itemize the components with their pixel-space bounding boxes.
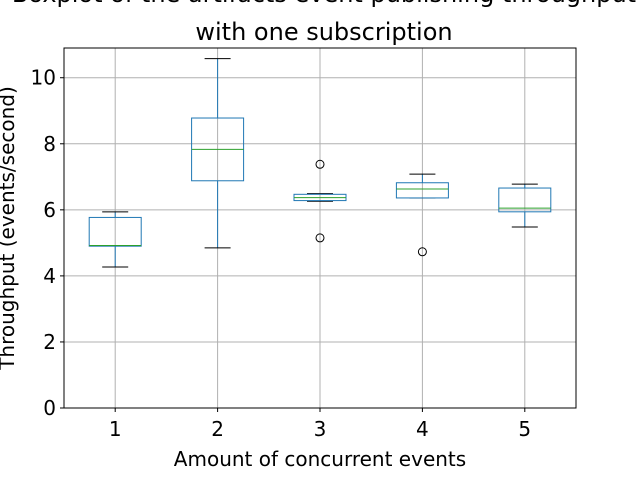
outlier-point bbox=[315, 159, 325, 169]
box-group-1 bbox=[88, 211, 142, 268]
y-tick-label: 4 bbox=[43, 264, 56, 288]
boxplot-series bbox=[88, 58, 552, 268]
y-tick-label: 0 bbox=[43, 396, 56, 420]
chart-title-line-1: Boxplot of the artifacts event publishin… bbox=[12, 0, 636, 8]
x-tick-label: 3 bbox=[314, 417, 327, 441]
x-tick-label: 1 bbox=[109, 417, 122, 441]
box-group-4 bbox=[395, 173, 449, 257]
y-tick-label: 10 bbox=[31, 66, 56, 90]
iqr-box bbox=[88, 216, 142, 247]
x-tick-label: 2 bbox=[211, 417, 224, 441]
y-tick-label: 6 bbox=[43, 198, 56, 222]
iqr-box bbox=[395, 182, 449, 199]
y-tick-label: 8 bbox=[43, 132, 56, 156]
x-tick-label: 5 bbox=[518, 417, 531, 441]
outlier-point bbox=[315, 233, 325, 243]
box-group-2 bbox=[191, 58, 245, 249]
iqr-box bbox=[498, 187, 552, 213]
y-tick-label: 2 bbox=[43, 330, 56, 354]
chart-title-line-2: with one subscription bbox=[195, 18, 452, 46]
y-axis-label: Throughput (events/second) bbox=[0, 86, 19, 371]
x-axis-label: Amount of concurrent events bbox=[174, 447, 466, 471]
x-tick-label: 4 bbox=[416, 417, 429, 441]
box-group-3 bbox=[293, 159, 347, 243]
box-group-5 bbox=[498, 183, 552, 228]
grid-lines bbox=[64, 48, 576, 409]
outlier-point bbox=[417, 247, 427, 257]
